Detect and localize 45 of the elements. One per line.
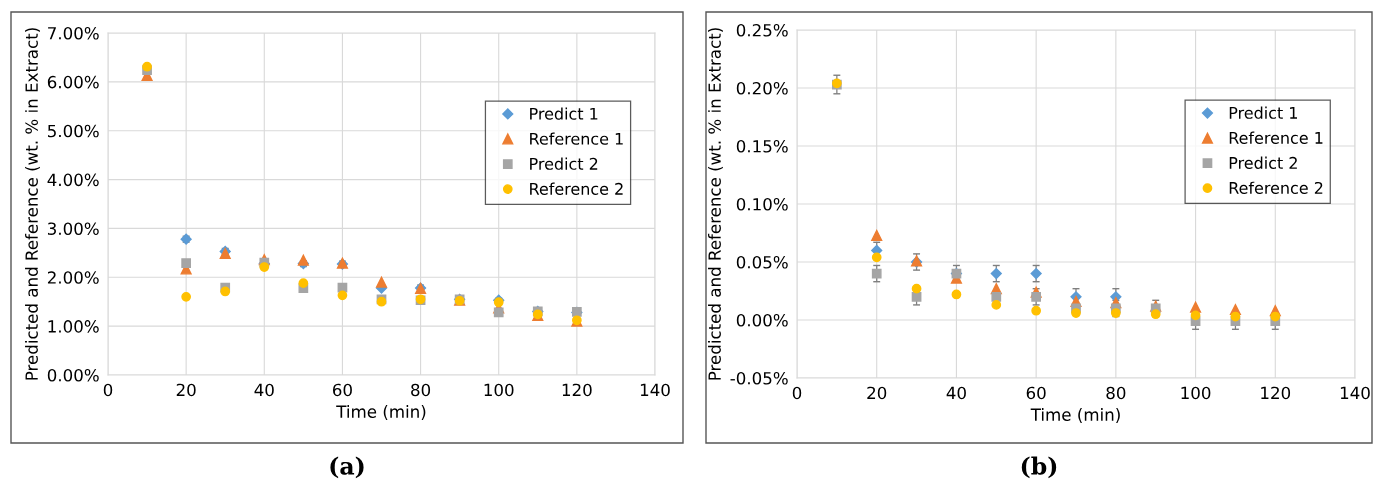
y-axis-title: Predicted and Reference (wt. % in Extract): [25, 28, 40, 380]
x-tick-label: 40: [254, 383, 274, 397]
legend-label: Reference 1: [1229, 131, 1323, 144]
x-tick-label: 20: [176, 383, 196, 397]
y-tick-label: 0.25%: [736, 23, 788, 37]
x-tick-label: 60: [332, 383, 352, 397]
text: (b): [1021, 456, 1057, 479]
x-tick-label: 140: [1340, 386, 1370, 400]
x-tick-label: 40: [946, 386, 966, 400]
x-tick-label: 80: [411, 383, 431, 397]
legend-label: Reference 1: [530, 132, 623, 145]
legend-label: Predict 2: [530, 157, 598, 170]
y-tick-label: -0.05%: [730, 371, 788, 385]
legend-label: Predict 1: [1229, 106, 1297, 119]
x-tick-label: 100: [1181, 386, 1211, 400]
y-tick-label: 3.00%: [47, 222, 99, 235]
x-tick-label: 140: [640, 383, 670, 397]
y-tick-label: 0.15%: [736, 139, 788, 153]
y-tick-label: 2.00%: [47, 271, 99, 284]
y-tick-label: 0.10%: [736, 197, 788, 211]
x-tick-label: 100: [484, 383, 514, 397]
y-tick-label: 5.00%: [48, 124, 99, 138]
y-axis-title: Predicted and Reference (wt. % in Extract): [708, 28, 723, 380]
x-tick-label: 120: [562, 383, 592, 397]
legend-label: Predict 1: [530, 107, 598, 120]
x-tick-label: 80: [1106, 386, 1126, 400]
x-tick-label: 120: [1261, 386, 1291, 400]
y-tick-label: 1.00%: [48, 320, 99, 333]
x-tick-label: 0: [792, 386, 802, 400]
y-tick-label: 0.00%: [47, 368, 99, 382]
legend-label: Predict 2: [1229, 156, 1297, 169]
y-tick-label: 0.00%: [736, 313, 788, 327]
legend-label: Reference 2: [1229, 181, 1323, 194]
x-axis-title: Time (min): [1030, 408, 1120, 423]
y-tick-label: 0.20%: [736, 81, 788, 95]
y-tick-label: 4.00%: [47, 173, 99, 187]
x-axis-title: Time (min): [336, 405, 426, 420]
x-tick-label: 20: [867, 386, 887, 400]
y-tick-label: 0.05%: [736, 255, 788, 269]
legend-label: Reference 2: [530, 182, 623, 195]
x-tick-label: 60: [1026, 386, 1046, 400]
text: (a): [330, 456, 364, 479]
y-tick-label: 7.00%: [48, 26, 99, 40]
y-tick-label: 6.00%: [47, 75, 99, 89]
x-tick-label: 0: [103, 383, 113, 397]
